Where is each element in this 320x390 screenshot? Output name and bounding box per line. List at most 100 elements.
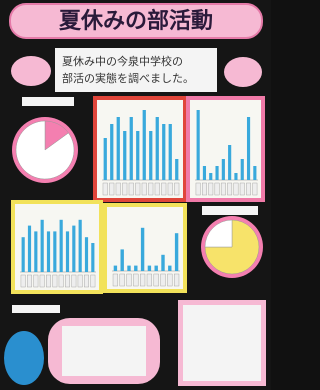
category-card xyxy=(109,183,114,195)
category-card xyxy=(21,275,25,287)
category-card xyxy=(120,274,125,286)
category-card xyxy=(202,183,206,195)
bar xyxy=(53,231,56,272)
bar xyxy=(209,173,212,180)
bar xyxy=(60,220,63,272)
bar xyxy=(203,166,206,180)
category-card xyxy=(129,183,134,195)
category-card xyxy=(196,183,200,195)
category-card xyxy=(122,183,127,195)
bar xyxy=(168,266,171,271)
bar xyxy=(234,173,237,180)
category-card xyxy=(116,183,121,195)
bar xyxy=(175,233,178,271)
bar xyxy=(241,159,244,180)
note-card xyxy=(183,305,261,381)
bar xyxy=(127,266,130,271)
bar xyxy=(141,228,144,271)
bar xyxy=(136,131,139,180)
bar xyxy=(117,117,120,180)
category-card xyxy=(84,275,88,287)
bar xyxy=(155,266,158,271)
category-card xyxy=(40,275,44,287)
category-card xyxy=(78,275,82,287)
category-card xyxy=(103,183,108,195)
bar xyxy=(41,220,44,272)
bar xyxy=(110,124,113,180)
category-card xyxy=(215,183,219,195)
bar xyxy=(123,131,126,180)
bar xyxy=(197,110,200,180)
category-card xyxy=(135,183,140,195)
category-card xyxy=(209,183,213,195)
subtitle-line: 部活の実態を調べました。 xyxy=(62,71,194,85)
category-card xyxy=(168,183,173,195)
bar xyxy=(66,231,69,272)
category-card xyxy=(167,274,172,286)
bar xyxy=(215,166,218,180)
category-card xyxy=(246,183,250,195)
blue-figure xyxy=(4,331,44,385)
bar xyxy=(121,249,124,271)
bar xyxy=(47,231,50,272)
bar xyxy=(85,237,88,272)
category-card xyxy=(91,275,95,287)
category-card xyxy=(72,275,76,287)
speech-bubble xyxy=(224,57,262,87)
category-card xyxy=(161,274,166,286)
bar xyxy=(247,117,250,180)
bar xyxy=(161,255,164,271)
category-card xyxy=(65,275,69,287)
category-card xyxy=(133,274,138,286)
category-card xyxy=(59,275,63,287)
category-card xyxy=(148,183,153,195)
bar xyxy=(253,166,256,180)
category-card xyxy=(147,274,152,286)
label-card xyxy=(12,305,60,313)
category-card xyxy=(113,274,118,286)
category-card xyxy=(27,275,31,287)
category-card xyxy=(140,274,145,286)
bar xyxy=(149,131,152,180)
category-card xyxy=(142,183,147,195)
category-card xyxy=(221,183,225,195)
subtitle-line: 夏休み中の今泉中学校の xyxy=(62,54,183,68)
category-card xyxy=(253,183,257,195)
label-card xyxy=(22,97,74,106)
title: 夏休みの部活動 xyxy=(59,8,213,34)
category-card xyxy=(34,275,38,287)
bar xyxy=(134,266,137,271)
bar xyxy=(114,266,117,271)
poster: 夏休みの部活動 夏休み中の今泉中学校の 部活の実態を調べました。 xyxy=(0,0,271,390)
label-card xyxy=(202,206,258,215)
bar xyxy=(72,226,75,272)
category-card xyxy=(174,274,179,286)
category-card xyxy=(234,183,238,195)
category-card xyxy=(127,274,132,286)
bar xyxy=(175,159,178,180)
bar xyxy=(79,220,82,272)
bar xyxy=(143,110,146,180)
bar xyxy=(104,138,107,180)
bar xyxy=(28,226,31,272)
speech-bubble xyxy=(11,56,51,86)
bar xyxy=(156,117,159,180)
category-card xyxy=(240,183,244,195)
bar xyxy=(91,243,94,272)
note-card xyxy=(62,326,146,376)
bar xyxy=(169,124,172,180)
category-card xyxy=(46,275,50,287)
bar xyxy=(228,145,231,180)
bar xyxy=(130,117,133,180)
category-card xyxy=(174,183,179,195)
bar xyxy=(222,159,225,180)
bar xyxy=(148,266,151,271)
bar xyxy=(34,231,37,272)
category-card xyxy=(154,274,159,286)
bar xyxy=(22,237,25,272)
category-card xyxy=(227,183,231,195)
bar xyxy=(162,124,165,180)
category-card xyxy=(53,275,57,287)
category-card xyxy=(161,183,166,195)
category-card xyxy=(155,183,160,195)
